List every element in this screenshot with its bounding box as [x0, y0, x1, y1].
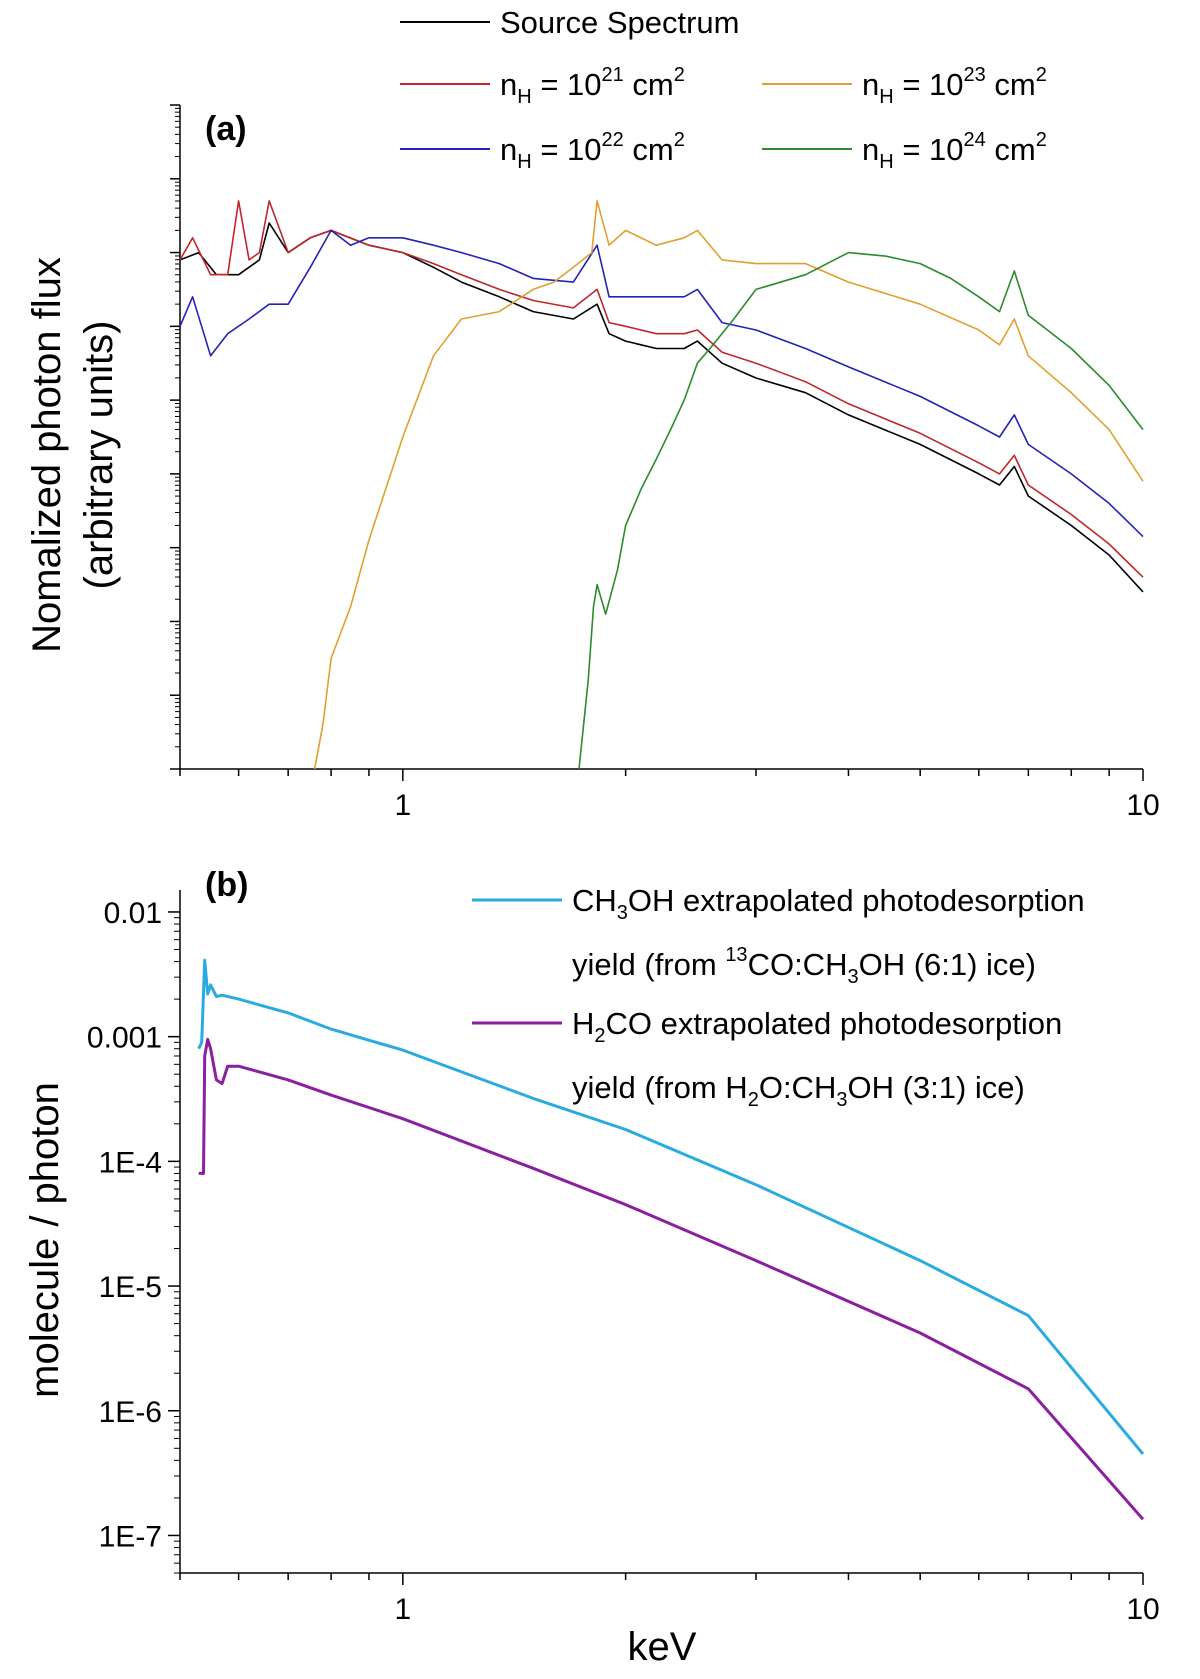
series-line-nh21 [179, 200, 1144, 578]
legend-label-nh22: nH = 1022 cm2 [500, 129, 685, 173]
series-line-nh23 [313, 200, 1144, 770]
panel-b-x-axis-title: keV [628, 1625, 697, 1669]
panel-b-y-ticks: 0.01 0.001 1E-4 1E-5 1E-6 1E-7 [87, 897, 180, 1574]
x-tick-label: 1 [394, 789, 411, 822]
x-tick-label: 10 [1126, 1593, 1159, 1626]
panel-b-x-ticks: 1 10 [179, 1573, 1160, 1626]
panel-a-series-lines [179, 200, 1144, 770]
legend-label-h2co-line2: yield (from H2O:CH3OH (3:1) ice) [572, 1070, 1025, 1111]
panel-b-series-lines [197, 958, 1145, 1521]
panel-a-x-ticks: 1 10 [179, 769, 1160, 822]
x-tick-label: 10 [1126, 789, 1159, 822]
legend-label-source: Source Spectrum [500, 5, 740, 40]
legend-label-nh21: nH = 1021 cm2 [500, 64, 685, 108]
y-tick-label: 1E-4 [99, 1146, 162, 1179]
y-tick-label: 0.01 [104, 897, 162, 930]
y-tick-label: 1E-6 [99, 1396, 162, 1429]
y-tick-label: 1E-5 [99, 1271, 162, 1304]
panel-a-legend: Source Spectrum nH = 1021 cm2 nH = 1023 … [400, 5, 1047, 173]
panel-a-chart: 1 10 (a) Nomalized photon flux (arbitrary… [25, 5, 1160, 822]
legend-label-ch3oh-line1: CH3OH extrapolated photodesorption [572, 883, 1085, 924]
series-line-h2co [198, 1037, 1145, 1521]
legend-label-nh24: nH = 1024 cm2 [862, 129, 1047, 173]
panel-a-label: (a) [205, 110, 247, 148]
series-line-ch3oh [197, 958, 1145, 1455]
y-tick-label: 0.001 [87, 1022, 162, 1055]
panel-b-chart: 0.01 0.001 1E-4 1E-5 1E-6 1E-7 1 10 (b) molecu… [23, 866, 1160, 1669]
panel-a-y-ticks [170, 104, 180, 770]
series-line-source [179, 222, 1144, 593]
panel-b-y-axis-title: molecule / photon [23, 1082, 67, 1398]
x-tick-label: 1 [394, 1593, 411, 1626]
legend-label-h2co-line1: H2CO extrapolated photodesorption [572, 1006, 1062, 1047]
panel-a-y-axis-title-line2: (arbitrary units) [77, 321, 121, 590]
legend-label-nh23: nH = 1023 cm2 [862, 64, 1047, 108]
panel-b-label: (b) [205, 866, 248, 904]
legend-label-ch3oh-line2: yield (from 13CO:CH3OH (6:1) ice) [572, 944, 1036, 988]
series-line-nh22 [179, 229, 1144, 538]
panel-b-legend: CH3OH extrapolated photodesorption yield… [472, 883, 1085, 1111]
panel-a-y-axis-title-line1: Nomalized photon flux [25, 257, 69, 653]
series-line-nh24 [578, 251, 1144, 770]
y-tick-label: 1E-7 [99, 1520, 162, 1553]
